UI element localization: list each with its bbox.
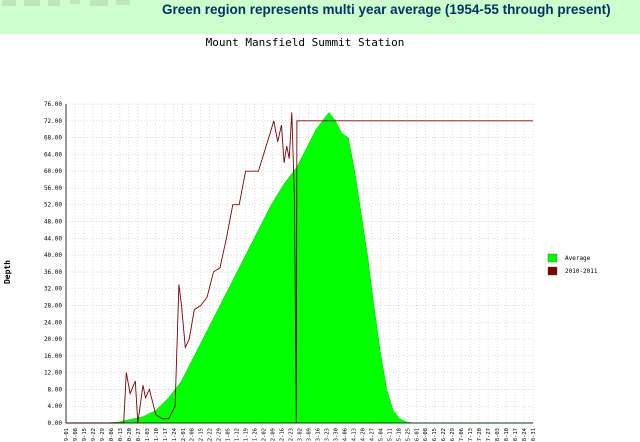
y-tick-label: 76.00 — [44, 101, 62, 108]
x-tick-labels: 9-01 9-08 9-15 9-22 9-29 10-06 10-13 10-20 10-27… — [64, 427, 537, 442]
x-tick-label: 6-08 — [423, 428, 429, 441]
x-tick-label: 5-25 — [405, 428, 411, 441]
y-tick-label: 72.00 — [44, 118, 62, 125]
y-tick-label: 16.00 — [44, 353, 62, 360]
x-tick-label: 7-13 — [468, 428, 474, 441]
x-tick-label: 6-01 — [414, 428, 420, 441]
x-tick-label: 2-09 — [271, 428, 277, 441]
x-tick-label: 9-01 — [64, 428, 70, 441]
header-bar: Green region represents multi year avera… — [0, 0, 640, 34]
x-tick-label: 11-10 — [154, 428, 160, 442]
y-tick-label: 12.00 — [44, 370, 62, 377]
season-line-layer — [66, 112, 533, 424]
x-tick-label: 8-24 — [522, 427, 528, 441]
x-tick-label: 4-13 — [351, 428, 357, 441]
x-tick-label: 10-27 — [136, 428, 142, 442]
x-tick-label: 12-29 — [217, 428, 223, 442]
x-tick-label: 5-04 — [378, 427, 384, 441]
x-tick-label: 1-26 — [253, 428, 259, 441]
y-tick-label: 0.00 — [48, 420, 63, 427]
x-tick-label: 12-01 — [181, 428, 187, 442]
x-tick-label: 7-27 — [486, 428, 492, 441]
x-tick-label: 10-06 — [109, 428, 115, 442]
x-tick-label: 9-15 — [82, 428, 88, 441]
y-tick-label: 64.00 — [44, 151, 62, 158]
x-tick-label: 8-31 — [531, 428, 537, 441]
y-tick-labels: 0.00 4.00 8.00 12.00 16.00 20.00 24.00 28.00 32.… — [44, 101, 62, 427]
x-tick-label: 12-22 — [208, 428, 214, 442]
x-tick-label: 1-12 — [235, 428, 241, 441]
y-tick-label: 68.00 — [44, 135, 62, 142]
x-tick-label: 8-03 — [495, 428, 501, 441]
legend-label: Average — [565, 255, 591, 262]
logo-graphic — [0, 0, 150, 14]
legend-swatch — [547, 253, 558, 263]
season-2010-2011-line — [66, 112, 533, 424]
x-tick-label: 9-29 — [100, 428, 106, 441]
snow-depth-chart: Mount Mansfield Summit Station Depth 0.0… — [3, 36, 598, 442]
legend-label: 2010-2011 — [565, 268, 598, 275]
legend: Average 2010-2011 — [547, 253, 598, 276]
y-tick-label: 28.00 — [44, 302, 62, 309]
x-tick-label: 11-03 — [145, 428, 151, 442]
x-tick-label: 3-30 — [333, 428, 339, 441]
y-axis-label: Depth — [3, 260, 12, 284]
x-tick-label: 11-24 — [172, 427, 178, 442]
y-tick-label: 24.00 — [44, 319, 62, 326]
x-tick-label: 1-05 — [226, 428, 232, 441]
x-tick-label: 6-15 — [432, 428, 438, 441]
x-tick-label: 12-15 — [199, 428, 205, 442]
x-tick-label: 4-20 — [360, 428, 366, 441]
axes — [65, 104, 533, 424]
x-tick-label: 12-08 — [190, 428, 196, 442]
x-tick-label: 5-11 — [387, 428, 393, 441]
x-tick-label: 2-16 — [280, 428, 286, 441]
legend-swatch — [547, 266, 558, 276]
x-tick-label: 6-22 — [441, 428, 447, 441]
x-tick-label: 4-27 — [369, 428, 375, 441]
site-logo-fragment — [0, 0, 150, 20]
y-tick-label: 60.00 — [44, 168, 62, 175]
x-tick-label: 4-06 — [342, 428, 348, 441]
x-tick-label: 3-16 — [315, 428, 321, 441]
x-tick-label: 2-23 — [289, 428, 295, 441]
y-tick-label: 36.00 — [44, 269, 62, 276]
x-tick-label: 11-17 — [163, 428, 169, 442]
y-tick-label: 48.00 — [44, 219, 62, 226]
x-tick-label: 10-13 — [118, 428, 124, 442]
y-tick-label: 4.00 — [48, 403, 63, 410]
x-tick-label: 8-10 — [504, 428, 510, 441]
chart-title: Mount Mansfield Summit Station — [206, 36, 405, 49]
x-tick-label: 2-02 — [262, 428, 268, 441]
y-tick-label: 32.00 — [44, 286, 62, 293]
y-tick-label: 44.00 — [44, 235, 62, 242]
y-tick-label: 56.00 — [44, 185, 62, 192]
x-tick-label: 6-29 — [450, 428, 456, 441]
x-tick-label: 3-23 — [324, 428, 330, 441]
y-tick-label: 8.00 — [48, 386, 63, 393]
x-tick-label: 9-08 — [73, 428, 79, 441]
y-tick-label: 20.00 — [44, 336, 62, 343]
x-tick-label: 5-18 — [396, 428, 402, 441]
page-headline: Green region represents multi year avera… — [162, 2, 611, 17]
y-tick-label: 40.00 — [44, 252, 62, 259]
x-tick-label: 3-02 — [298, 428, 304, 441]
x-tick-label: 7-20 — [477, 428, 483, 441]
x-tick-label: 10-20 — [127, 428, 133, 442]
x-tick-label: 3-09 — [306, 428, 312, 441]
x-tick-label: 9-22 — [91, 428, 97, 441]
y-tick-label: 52.00 — [44, 202, 62, 209]
x-tick-label: 8-17 — [513, 428, 519, 441]
x-tick-label: 1-19 — [244, 428, 250, 441]
x-tick-label: 7-06 — [459, 428, 465, 441]
chart-panel: Mount Mansfield Summit Station Depth 0.0… — [0, 34, 640, 442]
